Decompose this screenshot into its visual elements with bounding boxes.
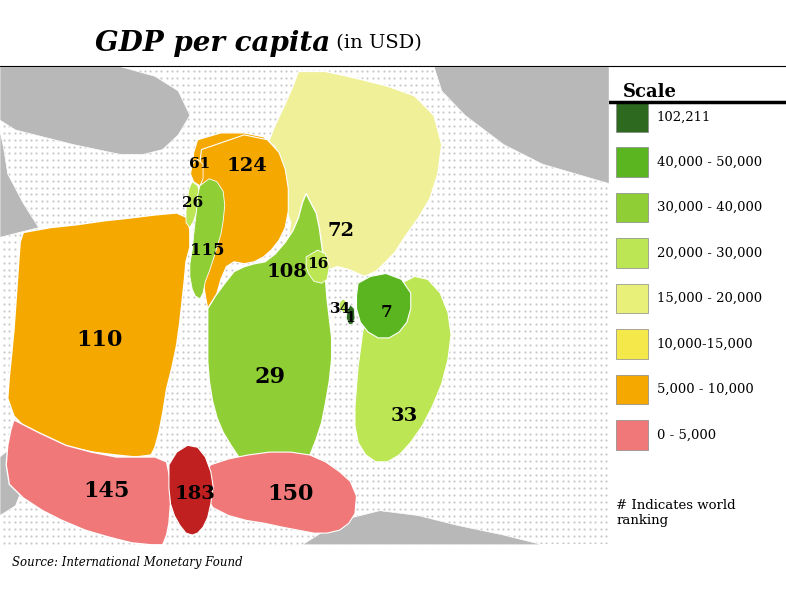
Text: 150: 150 <box>267 483 314 505</box>
Polygon shape <box>347 305 355 324</box>
Text: 5,000 - 10,000: 5,000 - 10,000 <box>657 383 754 396</box>
Polygon shape <box>303 511 609 545</box>
Polygon shape <box>263 71 442 291</box>
Polygon shape <box>357 273 411 338</box>
Text: 61: 61 <box>189 157 211 171</box>
Text: 33: 33 <box>391 407 418 425</box>
Text: 26: 26 <box>182 196 203 210</box>
Polygon shape <box>355 276 451 462</box>
Polygon shape <box>186 182 200 227</box>
Text: Source: International Monetary Found: Source: International Monetary Found <box>13 556 243 569</box>
Polygon shape <box>169 445 213 535</box>
Text: 0 - 5,000: 0 - 5,000 <box>657 428 716 441</box>
Text: 10,000-15,000: 10,000-15,000 <box>657 337 754 350</box>
Bar <box>616 147 648 177</box>
Text: 1: 1 <box>345 312 355 325</box>
Polygon shape <box>191 159 203 186</box>
Bar <box>616 239 648 268</box>
Text: 16: 16 <box>307 257 329 271</box>
Bar <box>616 375 648 404</box>
Polygon shape <box>306 250 329 283</box>
Text: 145: 145 <box>84 480 130 502</box>
Bar <box>616 193 648 223</box>
Text: 102,211: 102,211 <box>657 110 711 123</box>
Polygon shape <box>200 135 288 316</box>
Text: 110: 110 <box>76 329 123 351</box>
Polygon shape <box>0 447 24 545</box>
Text: 20,000 - 30,000: 20,000 - 30,000 <box>657 247 762 260</box>
Bar <box>616 284 648 313</box>
Text: 72: 72 <box>328 221 354 240</box>
Text: # Indicates world
ranking: # Indicates world ranking <box>616 499 736 527</box>
Polygon shape <box>340 299 347 313</box>
Text: (in USD): (in USD) <box>330 34 422 52</box>
Polygon shape <box>434 67 609 184</box>
Polygon shape <box>208 193 332 478</box>
Text: 34: 34 <box>330 302 351 316</box>
Polygon shape <box>8 213 190 457</box>
Polygon shape <box>6 420 171 545</box>
Text: GDP per capita: GDP per capita <box>95 30 330 57</box>
Text: 15,000 - 20,000: 15,000 - 20,000 <box>657 292 762 305</box>
Polygon shape <box>193 133 277 196</box>
Text: 30,000 - 40,000: 30,000 - 40,000 <box>657 201 762 214</box>
Polygon shape <box>0 67 190 154</box>
Text: Scale: Scale <box>623 83 678 101</box>
Polygon shape <box>190 179 225 299</box>
Bar <box>616 102 648 131</box>
Polygon shape <box>203 452 357 533</box>
Polygon shape <box>0 130 39 237</box>
Text: 183: 183 <box>174 485 215 503</box>
Bar <box>616 420 648 449</box>
Text: 115: 115 <box>190 241 225 259</box>
Bar <box>616 329 648 359</box>
Text: 7: 7 <box>380 304 391 321</box>
Text: 29: 29 <box>254 366 285 388</box>
Text: 40,000 - 50,000: 40,000 - 50,000 <box>657 155 762 168</box>
Text: 108: 108 <box>266 263 307 280</box>
Text: 124: 124 <box>226 157 266 175</box>
